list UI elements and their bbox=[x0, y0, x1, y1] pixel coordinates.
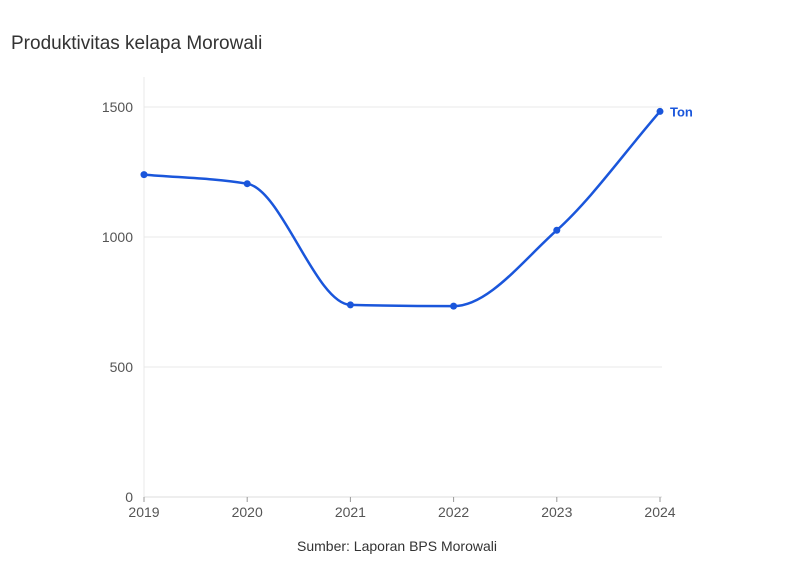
y-tick-label: 1500 bbox=[102, 99, 133, 115]
x-tick-label: 2023 bbox=[541, 504, 572, 520]
x-tick-label: 2024 bbox=[644, 504, 675, 520]
data-point bbox=[243, 180, 251, 188]
x-tick-label: 2019 bbox=[128, 504, 159, 520]
series-group: Ton bbox=[140, 104, 693, 310]
y-tick-label: 0 bbox=[125, 489, 133, 505]
x-tick-label: 2020 bbox=[232, 504, 263, 520]
data-point bbox=[656, 107, 664, 115]
data-point bbox=[140, 171, 148, 179]
data-point bbox=[346, 301, 354, 309]
series-label: Ton bbox=[670, 104, 693, 119]
data-point bbox=[450, 302, 458, 310]
y-tick-label: 500 bbox=[110, 359, 134, 375]
x-tick-label: 2022 bbox=[438, 504, 469, 520]
chart-title: Produktivitas kelapa Morowali bbox=[11, 33, 263, 54]
data-point bbox=[553, 226, 561, 234]
y-axis-ticks: 0 500 1000 1500 bbox=[102, 99, 133, 505]
chart-source: Sumber: Laporan BPS Morowali bbox=[297, 538, 497, 554]
series-line bbox=[143, 110, 661, 308]
y-tick-label: 1000 bbox=[102, 229, 133, 245]
grid-lines bbox=[144, 106, 662, 368]
axes bbox=[143, 77, 662, 498]
x-tick-label: 2021 bbox=[335, 504, 366, 520]
x-axis-ticks: 2019 2020 2021 2022 2023 2024 bbox=[128, 497, 676, 520]
